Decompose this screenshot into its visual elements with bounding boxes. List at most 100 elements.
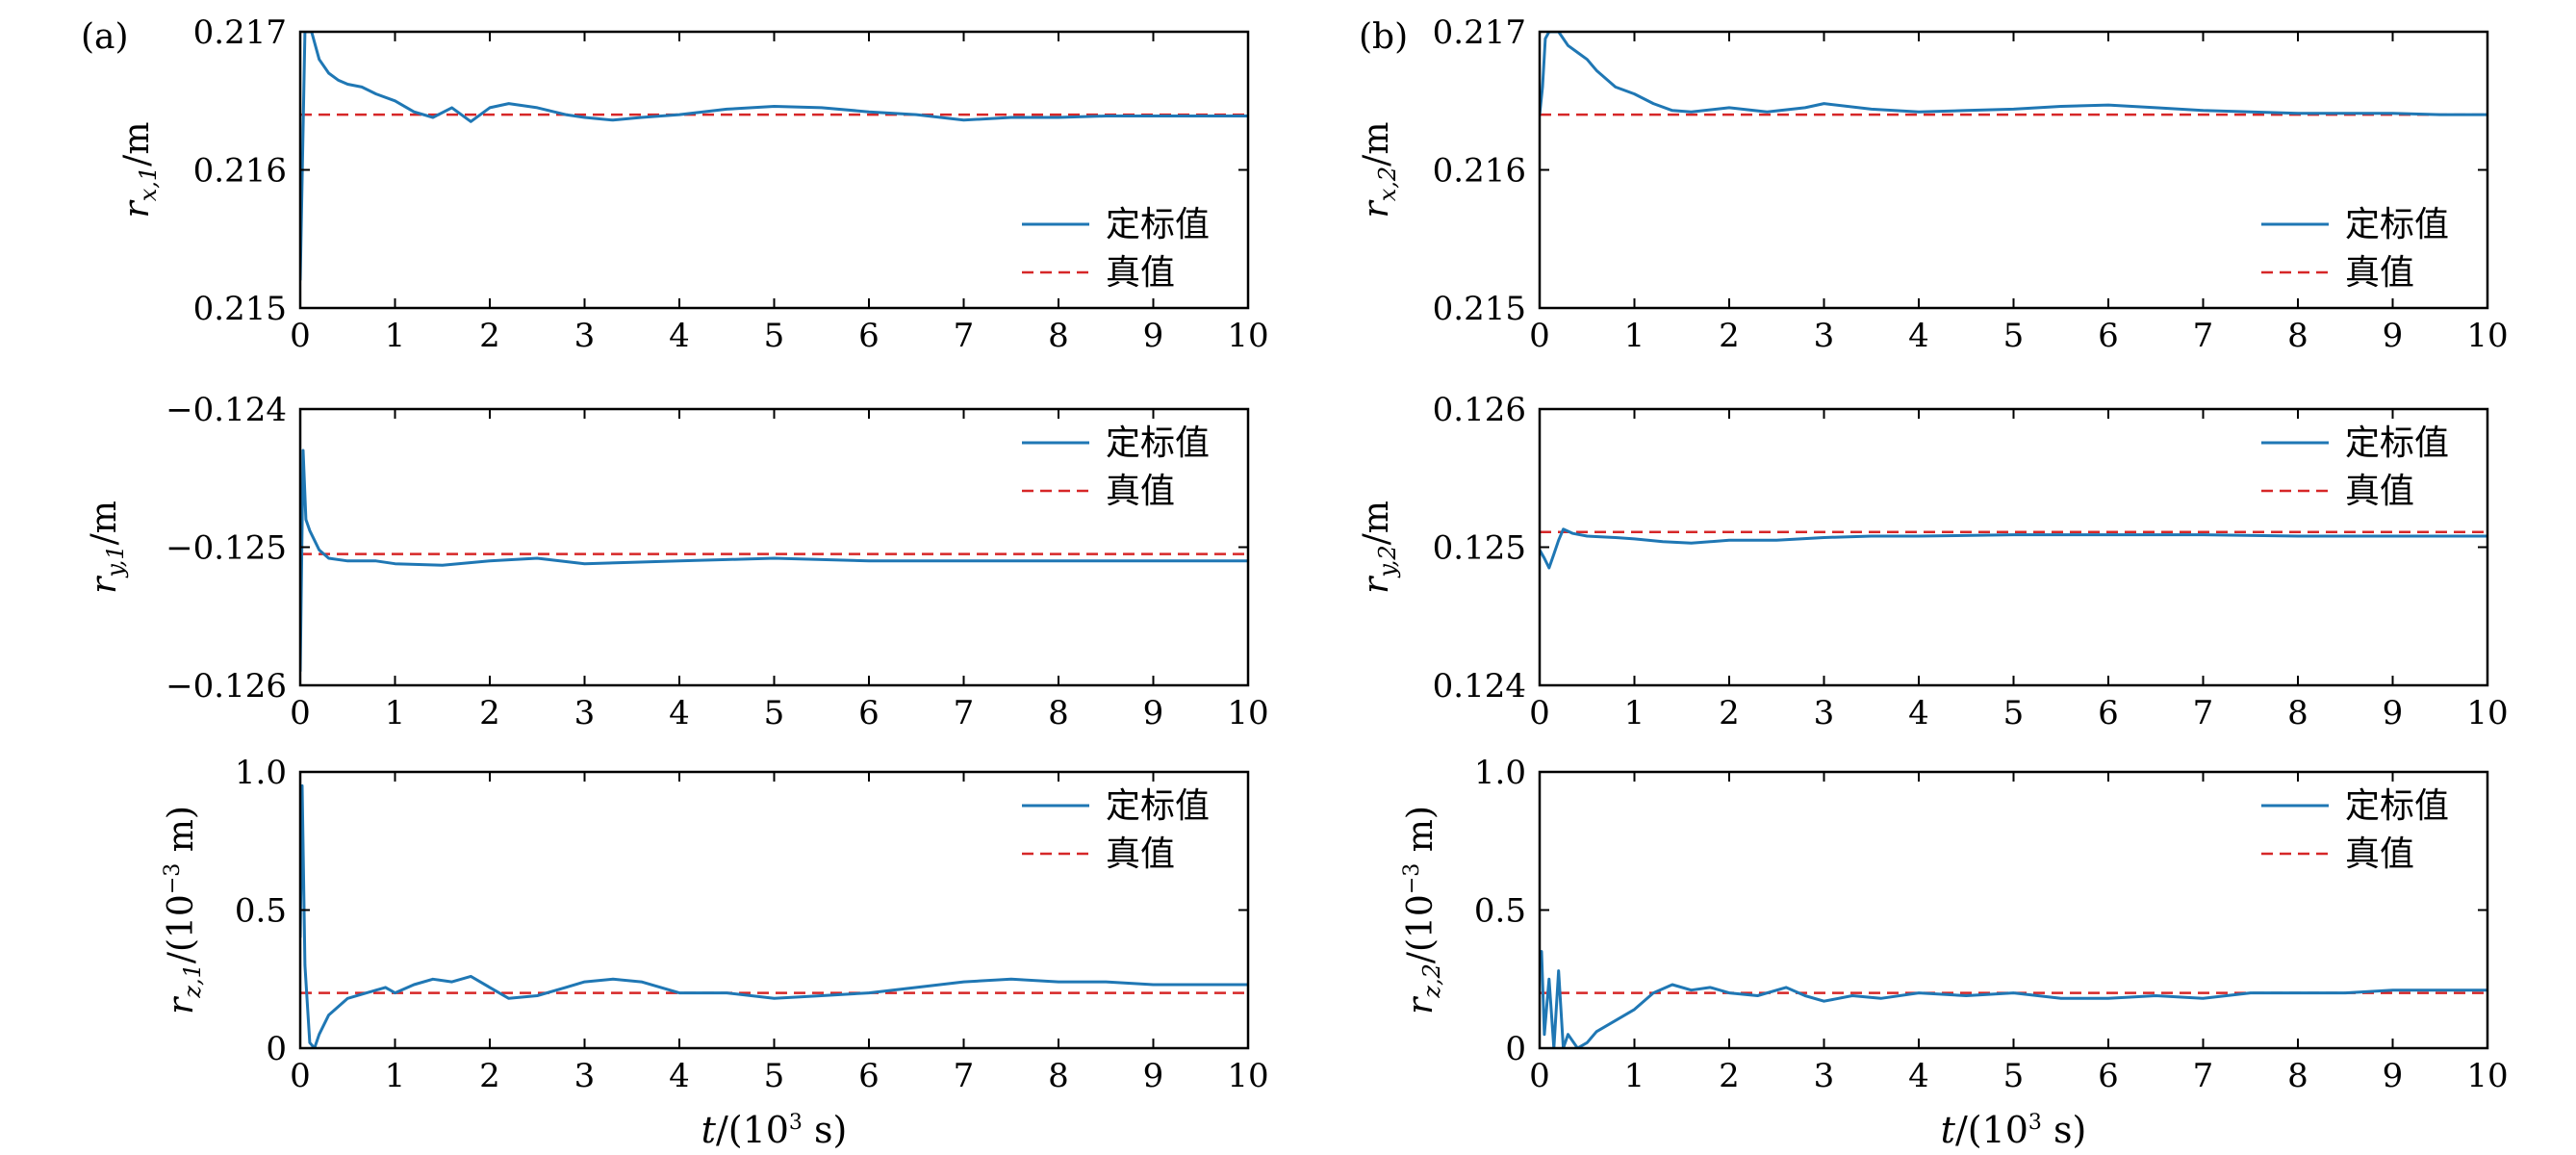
x-tick-label: 1 xyxy=(385,694,406,732)
y-axis-label: rz,1/(10−3 m) xyxy=(161,806,206,1014)
y-tick-label: 0.216 xyxy=(193,152,287,191)
y-tick-label: 0.125 xyxy=(1433,529,1526,568)
x-tick-label: 0 xyxy=(290,317,311,355)
y-tick-label: 0.215 xyxy=(193,290,287,328)
x-label-superscript: 3 xyxy=(789,1111,803,1135)
x-tick-label: 10 xyxy=(1227,1057,1268,1095)
x-tick-label: 1 xyxy=(385,317,406,355)
x-tick-label: 10 xyxy=(1227,694,1268,732)
y-label-var: r xyxy=(1401,996,1441,1014)
x-tick-label: 6 xyxy=(858,317,880,355)
chart-a2: 0 1 2 3 4 5 6 7 8 9 10 −0.126 −0.125 −0.124 ry,1/m 定标值真… xyxy=(85,391,1269,732)
x-tick-label: 1 xyxy=(1624,1057,1645,1095)
x-tick-label: 8 xyxy=(2287,694,2308,732)
x-tick-label: 3 xyxy=(574,1057,596,1095)
y-label-superscript: −3 xyxy=(1400,863,1424,894)
x-tick-label: 5 xyxy=(2003,694,2025,732)
x-label-unit-end: s) xyxy=(803,1109,847,1151)
x-tick-label: 5 xyxy=(2003,1057,2025,1095)
x-label-unit: /(10 xyxy=(716,1109,789,1151)
legend-true-label: 真值 xyxy=(2345,834,2414,874)
x-tick-label: 7 xyxy=(2193,1057,2214,1095)
x-tick-label: 2 xyxy=(1719,694,1740,732)
y-label-var: r xyxy=(162,996,201,1014)
x-tick-label: 3 xyxy=(574,317,596,355)
x-tick-label: 9 xyxy=(1143,1057,1164,1095)
x-label-unit-end: s) xyxy=(2042,1109,2086,1151)
x-tick-label: 8 xyxy=(1048,694,1069,732)
legend-true-label: 真值 xyxy=(2345,253,2414,293)
x-tick-label: 0 xyxy=(1529,1057,1550,1095)
x-tick-label: 6 xyxy=(2098,1057,2119,1095)
x-tick-label: 3 xyxy=(574,694,596,732)
y-tick-label: 0.217 xyxy=(193,13,287,52)
x-tick-label: 1 xyxy=(1624,317,1645,355)
x-tick-label: 3 xyxy=(1814,1057,1835,1095)
y-tick-label: 0.215 xyxy=(1433,290,1526,328)
x-tick-label: 6 xyxy=(2098,317,2119,355)
y-tick-label: 0 xyxy=(1505,1030,1526,1068)
y-tick-label: 1.0 xyxy=(235,754,287,792)
panel-label-a: (a) xyxy=(81,17,129,57)
calibrated-series-line xyxy=(300,783,1248,1048)
x-axis-label: t/(103 s) xyxy=(1941,1109,2087,1151)
x-tick-label: 7 xyxy=(954,694,975,732)
x-tick-label: 5 xyxy=(764,694,785,732)
x-tick-label: 6 xyxy=(2098,694,2119,732)
y-tick-label: 0.124 xyxy=(1433,667,1526,706)
x-tick-label: 0 xyxy=(290,694,311,732)
calibrated-series-line xyxy=(300,449,1248,672)
legend-true-label: 真值 xyxy=(1106,253,1175,293)
y-tick-label: 0.217 xyxy=(1433,13,1526,52)
x-tick-label: 1 xyxy=(1624,694,1645,732)
legend-true-label: 真值 xyxy=(1106,472,1175,511)
y-tick-label: −0.124 xyxy=(166,391,287,429)
calibrated-series-line xyxy=(300,32,1248,281)
y-label-unit-end: m) xyxy=(1401,806,1441,863)
x-tick-label: 10 xyxy=(1227,317,1268,355)
x-tick-label: 3 xyxy=(1814,317,1835,355)
legend-calibrated-label: 定标值 xyxy=(2345,424,2449,463)
y-axis-label: rx,2/m xyxy=(1357,122,1401,218)
x-tick-label: 7 xyxy=(954,1057,975,1095)
y-label-unit-end: m) xyxy=(162,806,201,863)
x-tick-label: 4 xyxy=(1908,317,1929,355)
x-tick-label: 4 xyxy=(1908,694,1929,732)
x-tick-label: 10 xyxy=(2466,317,2508,355)
x-tick-label: 0 xyxy=(290,1057,311,1095)
y-label-var: r xyxy=(1357,576,1396,594)
x-tick-label: 7 xyxy=(954,317,975,355)
x-label-superscript: 3 xyxy=(2028,1111,2042,1135)
legend-calibrated-label: 定标值 xyxy=(2345,786,2449,826)
x-tick-label: 9 xyxy=(2383,1057,2404,1095)
calibrated-series-line xyxy=(1540,527,2487,570)
x-tick-label: 4 xyxy=(669,694,690,732)
legend-true-label: 真值 xyxy=(2345,472,2414,511)
y-label-unit: /m xyxy=(117,122,157,167)
x-tick-label: 3 xyxy=(1814,694,1835,732)
y-label-subscript: y,2 xyxy=(1374,545,1401,578)
y-label-var: r xyxy=(117,199,157,218)
x-tick-label: 9 xyxy=(2383,694,2404,732)
y-tick-label: 0.216 xyxy=(1433,152,1526,191)
x-tick-label: 7 xyxy=(2193,317,2214,355)
x-tick-label: 8 xyxy=(2287,1057,2308,1095)
x-tick-label: 4 xyxy=(669,1057,690,1095)
y-label-subscript: z,1 xyxy=(179,963,206,999)
x-tick-label: 10 xyxy=(2466,694,2508,732)
y-label-subscript: z,2 xyxy=(1418,963,1445,999)
legend-calibrated-label: 定标值 xyxy=(1106,786,1210,826)
x-tick-label: 7 xyxy=(2193,694,2214,732)
y-label-var: r xyxy=(1357,199,1396,218)
x-label-unit: /(10 xyxy=(1955,1109,2028,1151)
y-axis-label: rx,1/m xyxy=(117,122,162,218)
y-axis-label: rz,2/(10−3 m) xyxy=(1400,806,1445,1014)
x-tick-label: 0 xyxy=(1529,317,1550,355)
y-tick-label: −0.125 xyxy=(166,529,287,568)
y-tick-label: 0.126 xyxy=(1433,391,1526,429)
